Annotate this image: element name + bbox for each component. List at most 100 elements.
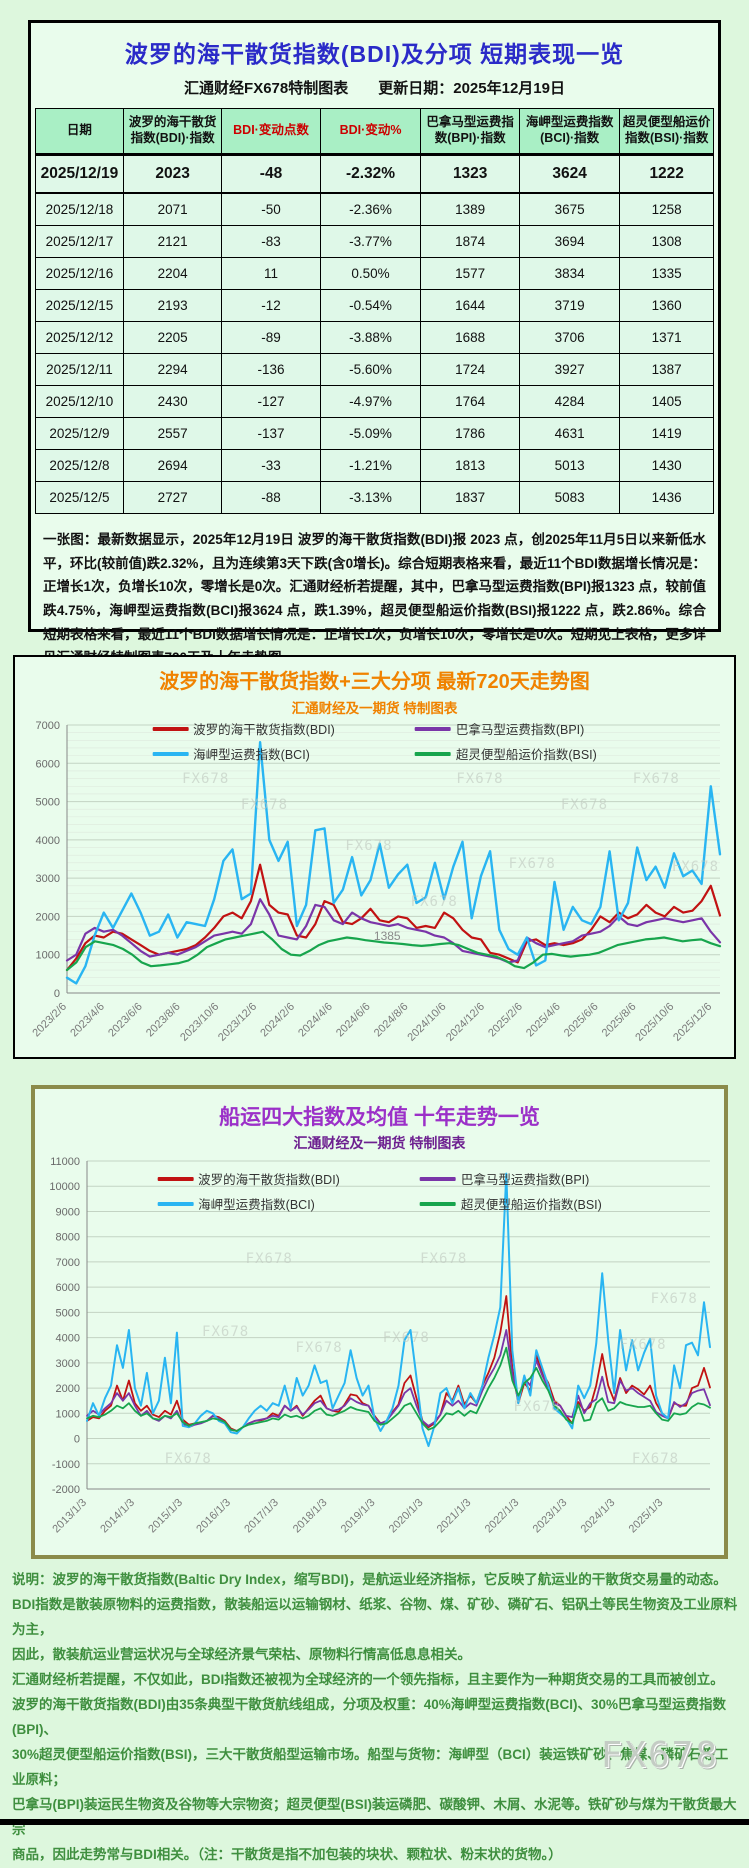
cell: 5013 — [518, 449, 621, 482]
svg-text:-2000: -2000 — [52, 1484, 80, 1496]
chart720-panel: 波罗的海干散货指数+三大分项 最新720天走势图 汇通财经及一期货 特制图表 波… — [13, 655, 736, 1059]
svg-text:2023/6/6: 2023/6/6 — [106, 1001, 145, 1040]
cell: -88 — [221, 481, 321, 514]
cell: 5083 — [518, 481, 621, 514]
note-line: 巴拿马(BPI)装运民生物资及谷物等大宗物资；超灵便型(BSI)装运磷肥、碳酸钾… — [12, 1796, 737, 1837]
cell: 1874 — [420, 225, 520, 258]
cell: 2025/12/8 — [35, 449, 124, 482]
cell: 3834 — [518, 257, 621, 290]
svg-text:1385: 1385 — [374, 929, 401, 943]
chart720-legend: 波罗的海干散货指数(BDI) 巴拿马型运费指数(BPI) 海岬型运费指数(BCI) 超… — [152, 719, 597, 763]
legend-item: 波罗的海干散货指数(BDI) — [157, 1169, 340, 1188]
legend-label: 海岬型运费指数(BCI) — [198, 1198, 315, 1212]
cell: -2.36% — [319, 192, 422, 226]
table-row: 2025/12/18 2071 -50 -2.36% 1389 3675 1258 — [35, 192, 714, 226]
cell: 2025/12/5 — [35, 481, 124, 514]
svg-text:2024/6/6: 2024/6/6 — [334, 1001, 373, 1040]
cell: 2205 — [122, 321, 223, 354]
svg-text:0: 0 — [54, 988, 60, 1000]
svg-text:2024/8/6: 2024/8/6 — [372, 1001, 411, 1040]
table-row: 2025/12/16 2204 11 0.50% 1577 3834 1335 — [35, 257, 714, 290]
column-header: 波罗的海干散货指数(BDI)·指数 — [122, 108, 223, 156]
svg-text:2024/2/6: 2024/2/6 — [258, 1001, 297, 1040]
note-line: 商品，因此走势常与BDI相关。（注：干散货是指不加包装的块状、颗粒状、粉末状的货… — [12, 1846, 562, 1862]
svg-text:6000: 6000 — [36, 758, 60, 770]
svg-text:2018/1/3: 2018/1/3 — [291, 1497, 330, 1536]
cell: 1644 — [420, 289, 520, 322]
cell: -33 — [221, 449, 321, 482]
cell: 11 — [221, 257, 321, 290]
svg-text:0: 0 — [74, 1434, 80, 1446]
cell: 3694 — [518, 225, 621, 258]
svg-text:4000: 4000 — [36, 835, 60, 847]
cell: 4631 — [518, 417, 621, 450]
cell: 2025/12/18 — [35, 192, 124, 226]
svg-text:2025/4/6: 2025/4/6 — [524, 1001, 563, 1040]
svg-text:2023/1/3: 2023/1/3 — [531, 1497, 570, 1536]
svg-text:2024/10/6: 2024/10/6 — [405, 1001, 448, 1044]
note-line: 汇通财经析若提醒，不仅如此，BDI指数还被视为全球经济的一个领先指标，且主要作为… — [12, 1671, 724, 1687]
cell: 1258 — [619, 192, 714, 226]
cell: 1335 — [619, 257, 714, 290]
table-row: 2025/12/19 2023 -48 -2.32% 1323 3624 1222 — [35, 154, 714, 194]
cell: 1786 — [420, 417, 520, 450]
cell: -5.60% — [319, 353, 422, 386]
cell: 1430 — [619, 449, 714, 482]
fx678-watermark: FX678 — [600, 1735, 719, 1776]
legend-label: 海岬型运费指数(BCI) — [193, 748, 310, 762]
cell: 2025/12/11 — [35, 353, 124, 386]
table-row: 2025/12/15 2193 -12 -0.54% 1644 3719 1360 — [35, 289, 714, 322]
svg-text:11000: 11000 — [50, 1156, 80, 1168]
cell: 3706 — [518, 321, 621, 354]
cell: -5.09% — [319, 417, 422, 450]
legend-item: 超灵便型船运价指数(BSI) — [414, 744, 597, 763]
table-row: 2025/12/12 2205 -89 -3.88% 1688 3706 1371 — [35, 321, 714, 354]
svg-text:2019/1/3: 2019/1/3 — [339, 1497, 378, 1536]
bdi-table: 日期 波罗的海干散货指数(BDI)·指数 BDI·变动点数 BDI·变动% 巴拿马型运费… — [35, 108, 714, 514]
cell: 1222 — [619, 154, 714, 194]
svg-text:2024/1/3: 2024/1/3 — [579, 1497, 618, 1536]
cell: 1405 — [619, 385, 714, 418]
legend-item: 海岬型运费指数(BCI) — [157, 1194, 340, 1213]
svg-text:1000: 1000 — [56, 1408, 80, 1420]
chart10y-title: 船运四大指数及均值 十年走势一览 — [219, 1106, 540, 1129]
chart10y-subtitle: 汇通财经及一期货 特制图表 — [293, 1135, 466, 1151]
legend-label: 波罗的海干散货指数(BDI) — [198, 1173, 340, 1187]
svg-text:7000: 7000 — [36, 720, 60, 732]
table-row: 2025/12/17 2121 -83 -3.77% 1874 3694 1308 — [35, 225, 714, 258]
svg-text:2021/1/3: 2021/1/3 — [435, 1497, 474, 1536]
cell: 3927 — [518, 353, 621, 386]
svg-text:2024/12/6: 2024/12/6 — [444, 1001, 487, 1044]
cell: 1813 — [420, 449, 520, 482]
svg-text:2016/1/3: 2016/1/3 — [194, 1497, 233, 1536]
cell: -1.21% — [319, 449, 422, 482]
legend-label: 波罗的海干散货指数(BDI) — [193, 723, 335, 737]
legend-line-icon — [419, 1176, 456, 1181]
legend-item: 巴拿马型运费指数(BPI) — [419, 1169, 602, 1188]
svg-text:3000: 3000 — [36, 873, 60, 885]
svg-text:2023/12/6: 2023/12/6 — [216, 1001, 259, 1044]
cell: 2025/12/17 — [35, 225, 124, 258]
legend-line-icon — [414, 751, 451, 756]
svg-text:-1000: -1000 — [52, 1459, 80, 1471]
legend-line-icon — [152, 751, 189, 756]
table-row: 2025/12/8 2694 -33 -1.21% 1813 5013 1430 — [35, 449, 714, 482]
svg-text:7000: 7000 — [56, 1257, 80, 1269]
column-header: 巴拿马型运费指数(BPI)·指数 — [420, 108, 520, 156]
note-line: 30%超灵便型船运价指数(BSI)，三大干散货船型运输市场。船型与货物：海岬型（… — [12, 1746, 729, 1787]
bdi-table-head: 日期 波罗的海干散货指数(BDI)·指数 BDI·变动点数 BDI·变动% 巴拿马型运费… — [35, 108, 714, 156]
cell: 1688 — [420, 321, 520, 354]
svg-text:2025/1/3: 2025/1/3 — [627, 1497, 666, 1536]
svg-text:2000: 2000 — [56, 1383, 80, 1395]
chart10y-area: 波罗的海干散货指数(BDI) 巴拿马型运费指数(BPI) 海岬型运费指数(BCI) 超… — [35, 1153, 724, 1558]
cell: 2025/12/12 — [35, 321, 124, 354]
svg-text:1000: 1000 — [36, 950, 60, 962]
svg-text:4000: 4000 — [56, 1333, 80, 1345]
legend-label: 超灵便型船运价指数(BSI) — [455, 748, 597, 762]
cell: 1837 — [420, 481, 520, 514]
cell: 3624 — [518, 154, 621, 194]
svg-text:10000: 10000 — [49, 1181, 80, 1193]
chart10y-legend: 波罗的海干散货指数(BDI) 巴拿马型运费指数(BPI) 海岬型运费指数(BCI) 超… — [157, 1169, 602, 1213]
svg-text:2022/1/3: 2022/1/3 — [483, 1497, 522, 1536]
svg-text:2025/2/6: 2025/2/6 — [486, 1001, 525, 1040]
